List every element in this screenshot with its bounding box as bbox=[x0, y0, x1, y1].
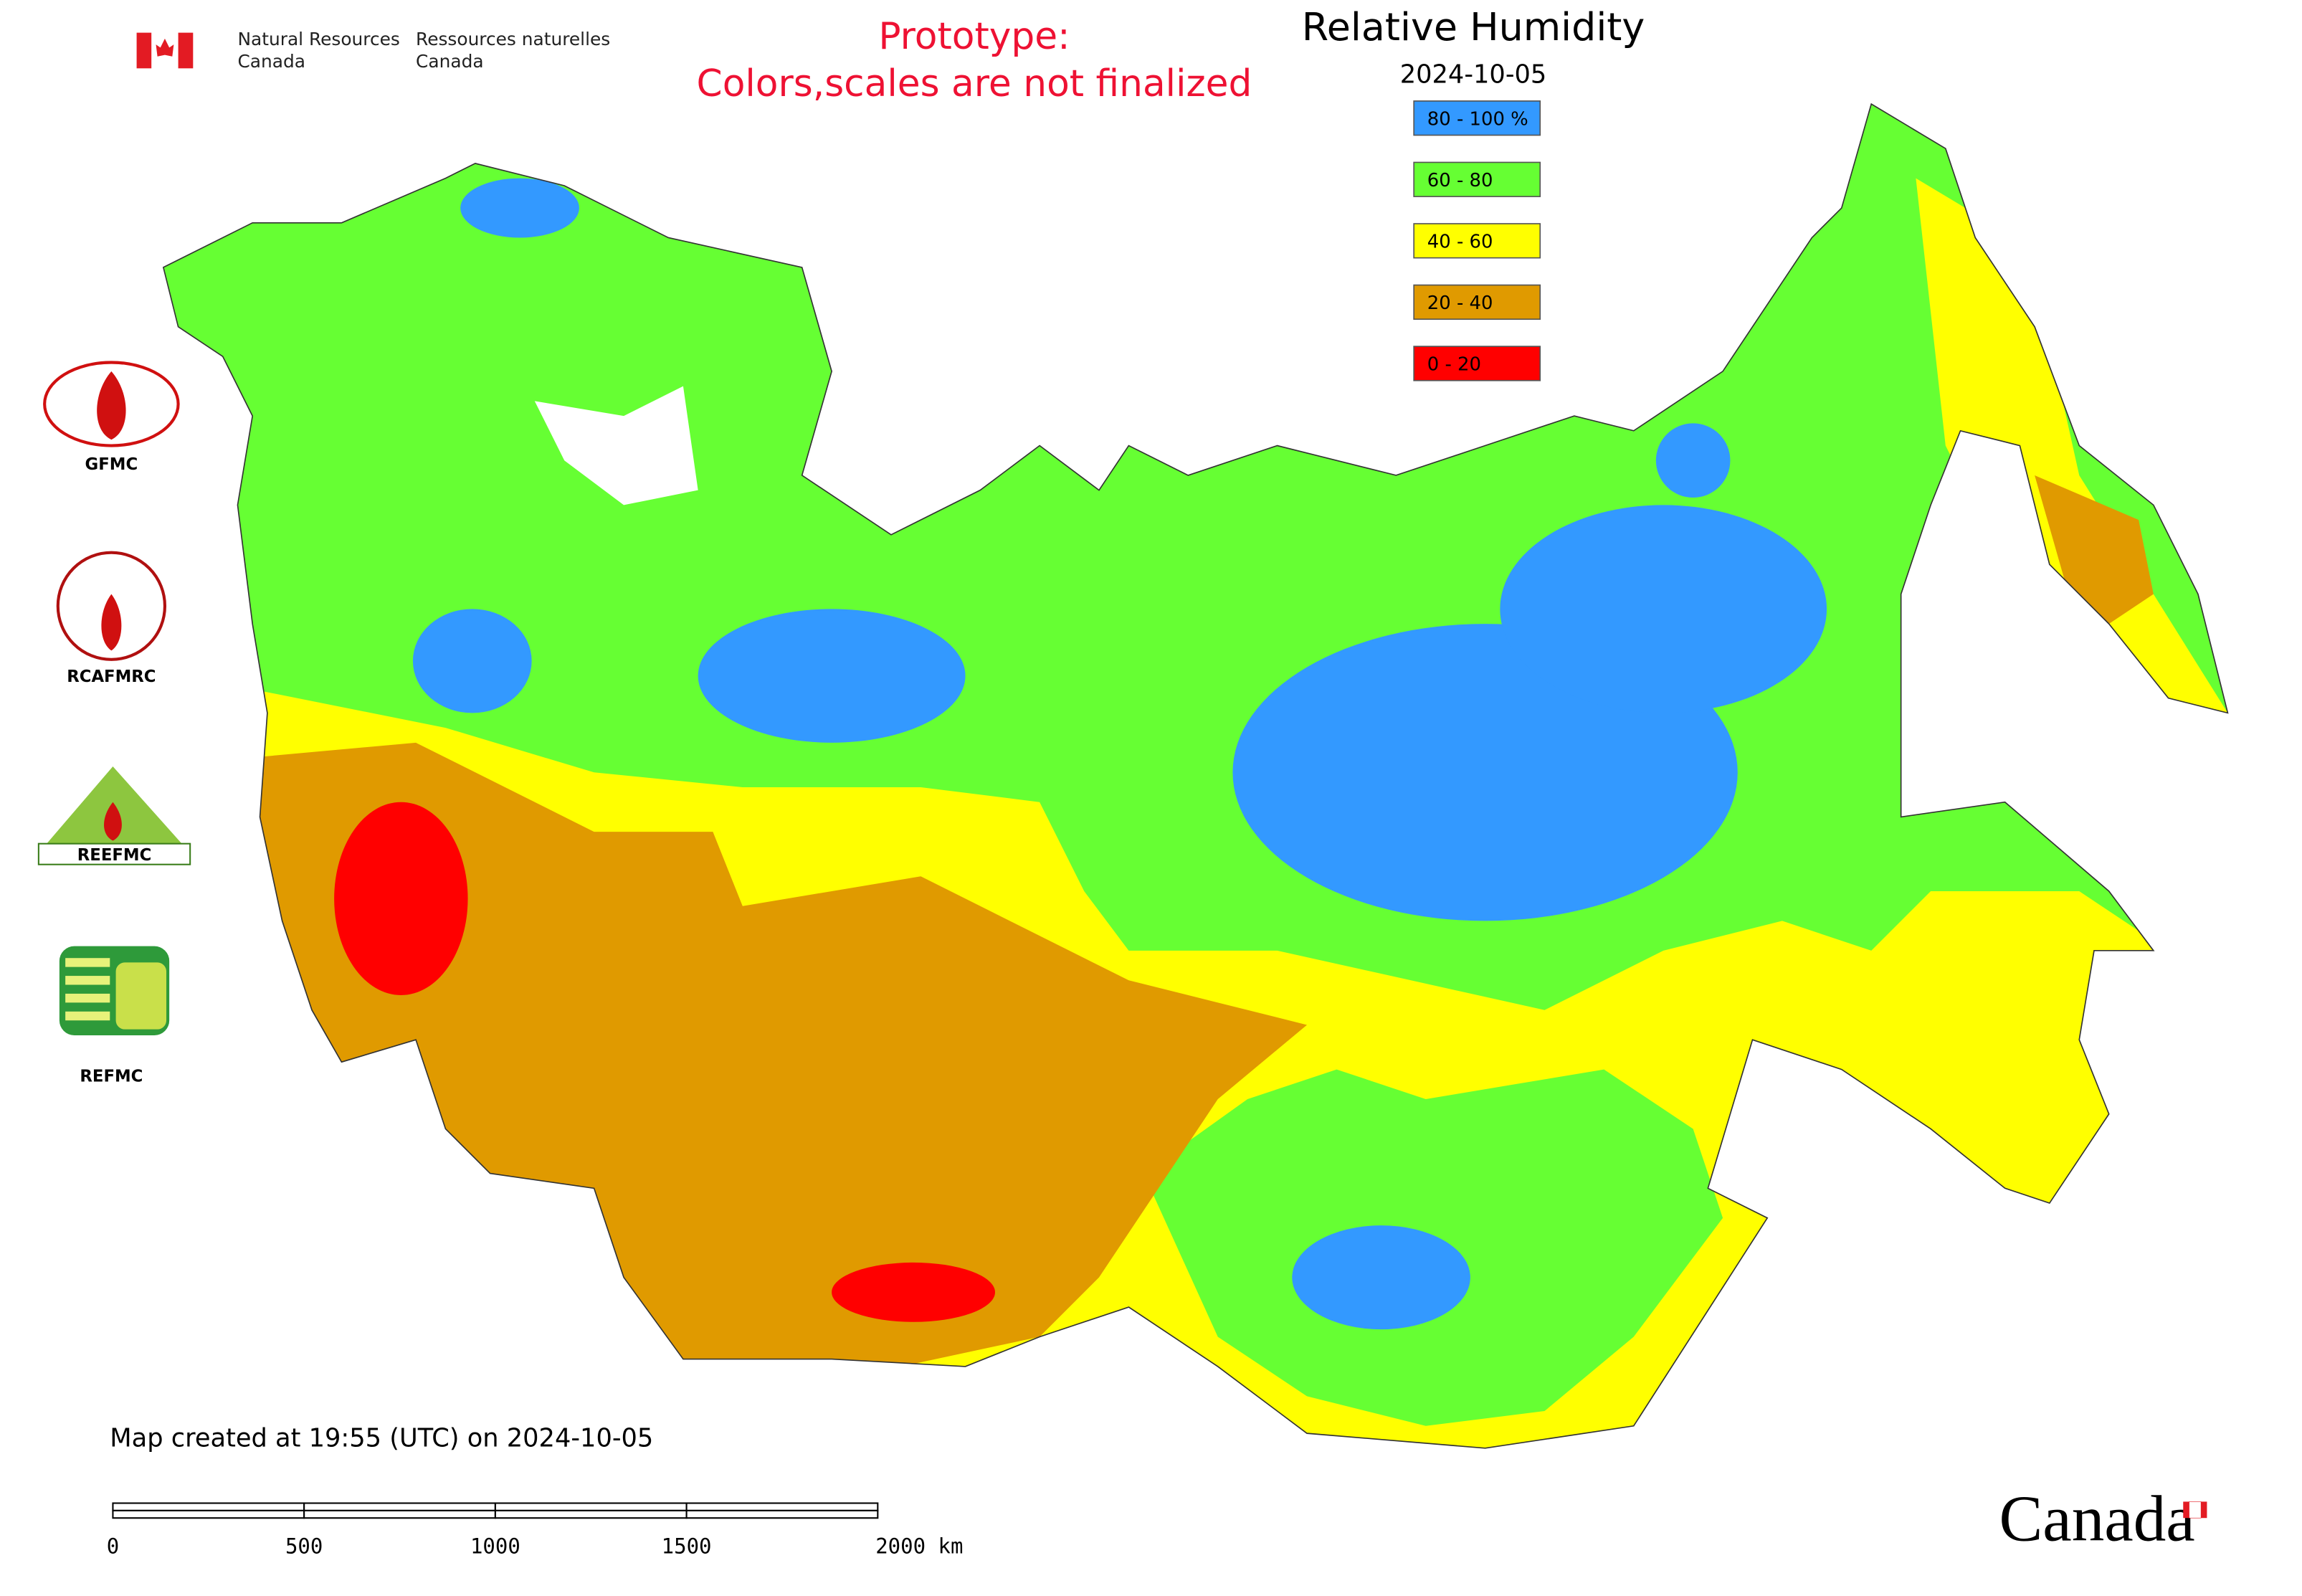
scale-segment bbox=[112, 1502, 305, 1511]
canada-flag bbox=[136, 32, 194, 69]
legend-label: 20 - 40 bbox=[1427, 293, 1493, 314]
zone bbox=[2035, 475, 2154, 624]
scale-label: 500 bbox=[285, 1534, 323, 1559]
zone bbox=[698, 609, 966, 743]
scale-segment bbox=[494, 1502, 688, 1511]
wordmark-flag bbox=[2183, 1501, 2207, 1519]
scale-segment bbox=[112, 1509, 305, 1519]
canada-wordmark: Canada bbox=[1999, 1482, 2194, 1554]
legend-label: 0 - 20 bbox=[1427, 354, 1481, 376]
dept-fr: Canada bbox=[416, 51, 484, 72]
scale-segment bbox=[303, 1502, 496, 1511]
scale-label: 2000 km bbox=[875, 1534, 963, 1559]
zone bbox=[1655, 423, 1731, 498]
scale-segment bbox=[685, 1502, 879, 1511]
logo-label: REFMC bbox=[80, 1067, 143, 1086]
refmc-logo bbox=[59, 946, 170, 1035]
gfmc-logo bbox=[43, 361, 180, 447]
zone bbox=[412, 609, 532, 713]
zone bbox=[1916, 178, 2228, 713]
scale-segment bbox=[303, 1509, 496, 1519]
lake bbox=[534, 386, 698, 505]
rcafmrc-logo bbox=[56, 551, 167, 661]
legend-swatch bbox=[1413, 161, 1541, 197]
scale-segment bbox=[494, 1509, 688, 1519]
reefmc-logo bbox=[37, 766, 191, 865]
map-title: Relative Humidity bbox=[1302, 4, 1645, 49]
scale-bar: 0 500 1000 1500 2000 km bbox=[107, 1502, 963, 1559]
scale-label: 1500 bbox=[662, 1534, 712, 1559]
legend-swatch bbox=[1413, 100, 1541, 136]
legend-label: 40 - 60 bbox=[1427, 231, 1493, 252]
dept-fr: Ressources naturelles bbox=[416, 29, 610, 49]
zone bbox=[334, 802, 468, 996]
zone bbox=[1292, 1225, 1470, 1330]
scale-label: 1000 bbox=[470, 1534, 520, 1559]
legend-swatch bbox=[1413, 223, 1541, 259]
zone bbox=[1500, 505, 1827, 713]
dept-en: Canada bbox=[237, 51, 305, 72]
legend: 80 - 100 % 60 - 80 40 - 60 20 - 40 0 - 20 bbox=[1413, 100, 1541, 381]
notice: Prototype: bbox=[878, 15, 1070, 58]
legend-swatch bbox=[1413, 284, 1541, 320]
logo-label: RCAFMRC bbox=[67, 668, 156, 686]
coastline bbox=[162, 103, 2229, 1449]
zone bbox=[832, 1262, 995, 1322]
scale-segment bbox=[685, 1509, 879, 1519]
logo-label: REEFMC bbox=[77, 846, 152, 865]
zone bbox=[460, 178, 579, 238]
created-note: Map created at 19:55 (UTC) on 2024-10-05 bbox=[110, 1423, 653, 1453]
legend-label: 80 - 100 % bbox=[1427, 108, 1528, 130]
notice: Colors,scales are not finalized bbox=[697, 62, 1252, 105]
dept-en: Natural Resources bbox=[237, 29, 399, 49]
legend-label: 60 - 80 bbox=[1427, 170, 1493, 191]
logo-label: GFMC bbox=[85, 455, 138, 474]
scale-label: 0 bbox=[107, 1534, 119, 1559]
map-date: 2024-10-05 bbox=[1400, 60, 1547, 90]
legend-swatch bbox=[1413, 346, 1541, 381]
